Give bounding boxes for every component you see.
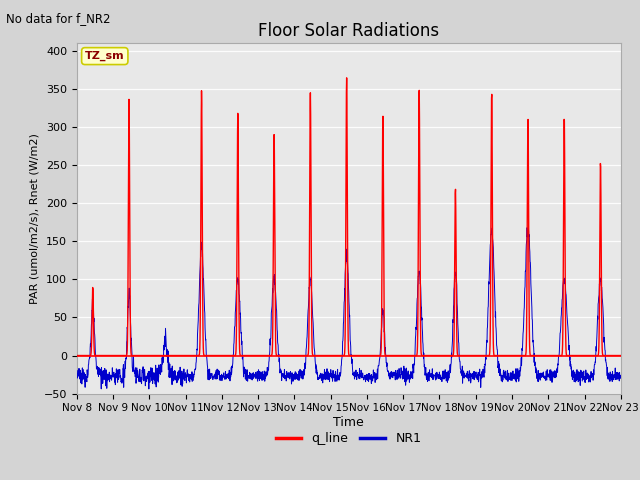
q_line — [584, 353, 592, 359]
Text: No data for f_NR2: No data for f_NR2 — [6, 12, 111, 25]
q_line — [225, 353, 232, 359]
Legend: q_line, NR1: q_line, NR1 — [271, 427, 426, 450]
q_line — [507, 353, 515, 359]
q_line — [73, 353, 81, 359]
Title: Floor Solar Radiations: Floor Solar Radiations — [258, 22, 440, 40]
NR1 — [365, 379, 372, 384]
NR1 — [524, 225, 531, 230]
q_line — [569, 353, 577, 359]
Y-axis label: PAR (umol/m2/s), Rnet (W/m2): PAR (umol/m2/s), Rnet (W/m2) — [29, 133, 40, 304]
Line: q_line: q_line — [77, 78, 621, 356]
NR1 — [617, 376, 625, 382]
NR1 — [376, 345, 384, 351]
q_line — [617, 353, 625, 359]
q_line — [376, 353, 384, 359]
NR1 — [507, 370, 515, 375]
NR1 — [225, 371, 232, 376]
NR1 — [73, 373, 81, 379]
NR1 — [584, 376, 592, 382]
NR1 — [145, 386, 153, 392]
q_line — [365, 353, 372, 359]
X-axis label: Time: Time — [333, 416, 364, 429]
NR1 — [570, 367, 577, 373]
Text: TZ_sm: TZ_sm — [85, 51, 125, 61]
q_line — [343, 75, 351, 81]
Line: NR1: NR1 — [77, 228, 621, 389]
